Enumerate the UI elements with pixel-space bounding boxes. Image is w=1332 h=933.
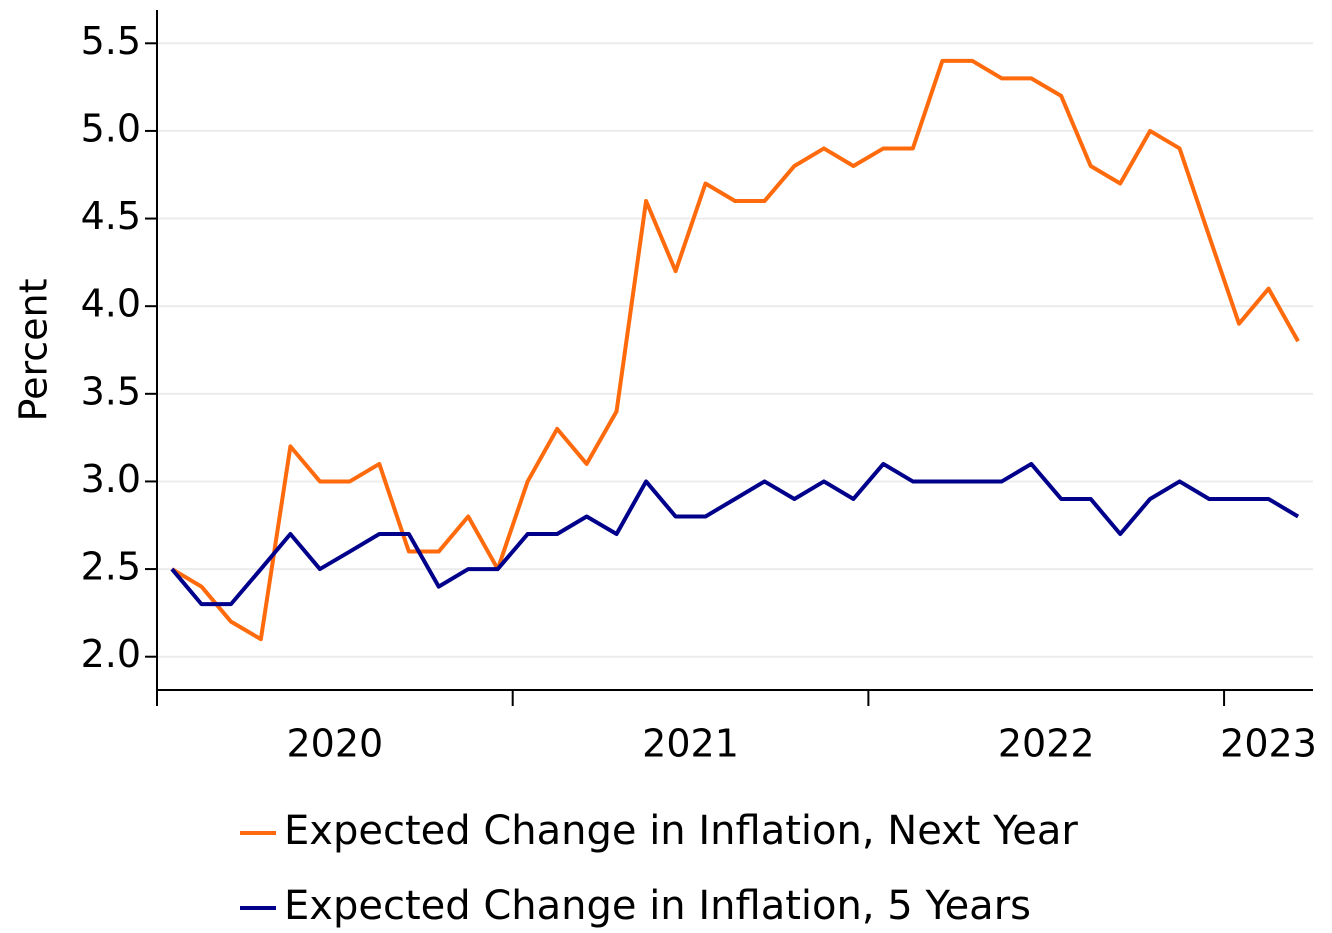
y-tick-label: 4.5	[81, 194, 141, 238]
y-tick-label: 5.0	[81, 106, 141, 150]
series-line	[170, 461, 1300, 607]
x-tick-label: 2023	[1220, 722, 1317, 766]
x-tick-label: 2021	[642, 722, 739, 766]
y-tick-label: 4.0	[81, 282, 141, 326]
y-axis-label: Percent	[12, 279, 56, 422]
y-tick-label: 5.5	[81, 19, 141, 63]
legend-label: Expected Change in Inflation, Next Year	[284, 808, 1078, 854]
series-line	[170, 58, 1300, 642]
y-tick-label: 3.0	[81, 457, 141, 501]
legend-label: Expected Change in Inflation, 5 Years	[284, 883, 1031, 929]
x-tick-label: 2022	[998, 722, 1095, 766]
y-tick-label: 2.5	[81, 545, 141, 589]
y-tick-label: 3.5	[81, 369, 141, 413]
y-tick-label: 2.0	[81, 632, 141, 676]
x-tick-label: 2020	[286, 722, 383, 766]
